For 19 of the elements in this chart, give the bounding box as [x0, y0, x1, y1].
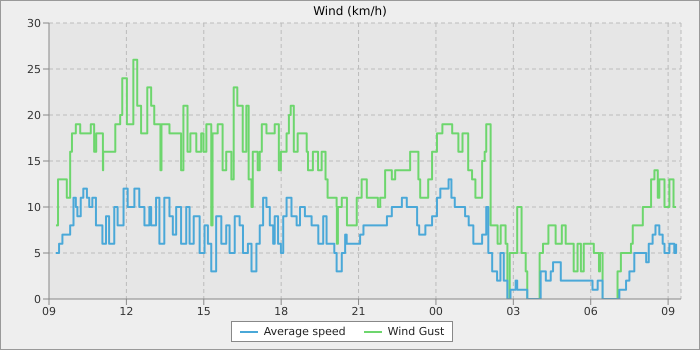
y-tick-label: 15: [27, 154, 41, 168]
chart-title: Wind (km/h): [312, 4, 388, 18]
x-tick-label: 00: [428, 304, 443, 318]
x-tick-label: 18: [274, 304, 288, 318]
y-tick-label: 20: [27, 108, 41, 122]
y-tick-label: 10: [27, 200, 41, 214]
x-tick-label: 12: [119, 304, 134, 318]
legend-label: Average speed: [264, 325, 346, 338]
y-tick-label: 0: [34, 292, 41, 306]
x-tick-label: 09: [661, 304, 676, 318]
x-tick-label: 21: [352, 304, 366, 318]
x-tick-label: 15: [196, 304, 211, 318]
legend-label: Wind Gust: [388, 325, 444, 338]
y-tick-label: 5: [34, 246, 41, 260]
y-tick-label: 25: [27, 62, 41, 76]
x-tick-label: 06: [584, 304, 598, 318]
x-tick-label: 03: [506, 304, 520, 318]
x-tick-label: 09: [42, 304, 56, 318]
y-tick-label: 30: [27, 16, 41, 30]
